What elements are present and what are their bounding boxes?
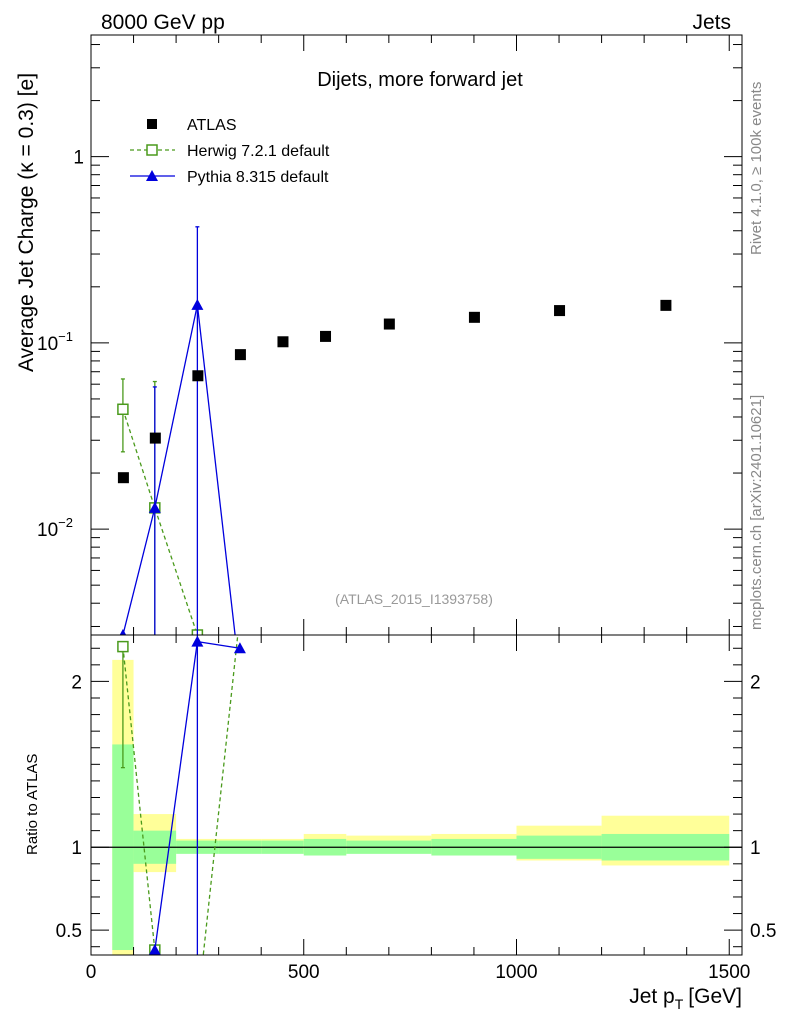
pythia-ratio-point [117,990,129,1001]
herwig-ratio-point [192,1005,202,1015]
ratio-panel: 0.5 0.5 1 1 2 2 0 500 1000 1500 Ratio to ATLAS Je… [24,610,776,1015]
main-panel: 10−210−11 Dijets, more forward jet (ATLA… [15,34,743,682]
ratio-axis-ticks: 0.5 0.5 1 1 2 2 0 500 1000 1500 [56,635,776,983]
main-ytick-label: 1 [73,148,84,169]
ratio-ytick-label-right: 0.5 [750,921,776,942]
ratio-xtick-label: 1000 [495,962,537,983]
legend-label-atlas: ATLAS [187,117,237,134]
herwig-point [117,403,129,416]
atlas-point [660,299,672,311]
legend-label-pythia: Pythia 8.315 default [187,169,329,186]
atlas-point [468,311,480,323]
ratio-ylabel: Ratio to ATLAS [24,754,41,855]
watermark: (ATLAS_2015_I1393758) [335,591,493,607]
main-ytick-base: 10 [37,520,58,541]
header-left: 8000 GeV pp [101,11,225,34]
main-axis-ticks: 10−210−11 [37,35,742,635]
herwig-ratio-line [122,635,239,955]
main-ytick-label: 10−2 [37,515,73,541]
pythia-point [234,671,246,682]
herwig-ratio-point [235,610,245,620]
pythia-ratio-point [233,642,246,654]
atlas-point [320,330,332,342]
legend-marker-pythia [146,170,158,181]
ratio-ytick-label-left: 0.5 [56,921,82,942]
atlas-point [192,370,204,382]
main-ytick-exp: −2 [58,515,73,530]
xlabel-unit: [GeV] [688,985,742,1008]
legend: ATLAS Herwig 7.2.1 default Pythia 8.315 … [130,117,330,186]
ratio-xtick-label: 0 [86,962,97,983]
pythia-point [191,298,204,310]
main-ytick-base: 10 [37,334,58,355]
pythia-ratio-point [191,635,204,647]
atlas-point [149,432,161,444]
herwig-ratio-point [117,640,129,653]
legend-label-herwig: Herwig 7.2.1 default [187,143,330,160]
pythia-ratio-line [150,640,241,955]
ratio-xtick-label: 500 [288,962,320,983]
atlas-point [277,336,289,348]
ratio-data-layer [117,610,246,1015]
xlabel-sub: T [675,996,684,1012]
ratio-xlabel: Jet pT [GeV] [629,985,742,1012]
atlas-point [117,472,129,484]
xlabel-main: Jet p [629,985,675,1008]
atlas-point [383,318,395,330]
ratio-xtick-label: 1500 [708,962,750,983]
pythia-ratio-point [148,944,161,955]
ratio-ytick-label-left: 2 [71,672,82,693]
atlas-point [234,349,246,361]
ratio-ytick-label-right: 2 [750,672,761,693]
atlas-point [554,305,566,317]
main-ytick-exp: −1 [58,329,73,344]
ratio-ytick-label-left: 1 [71,838,82,859]
herwig-line [122,409,199,635]
header-right: Jets [692,11,731,34]
legend-marker-herwig [146,144,158,156]
pythia-point [148,501,161,513]
ratio-ytick-label-right: 1 [750,838,761,859]
ratio-frame [90,634,743,956]
pythia-line [122,304,236,635]
main-title: Dijets, more forward jet [317,69,523,91]
rivet-label: Rivet 4.1.0, ≥ 100k events [748,82,765,255]
source-label: mcplots.cern.ch [arXiv:2401.10621] [748,395,765,630]
legend-marker-atlas [147,119,157,129]
pythia-point [119,629,127,635]
ratio-reference-band [91,659,742,955]
herwig-point [235,672,245,682]
main-ytick-label: 10−1 [37,329,73,355]
main-ylabel: Average Jet Charge (κ = 0.3) [e] [15,73,38,372]
main-data-layer [117,226,672,682]
